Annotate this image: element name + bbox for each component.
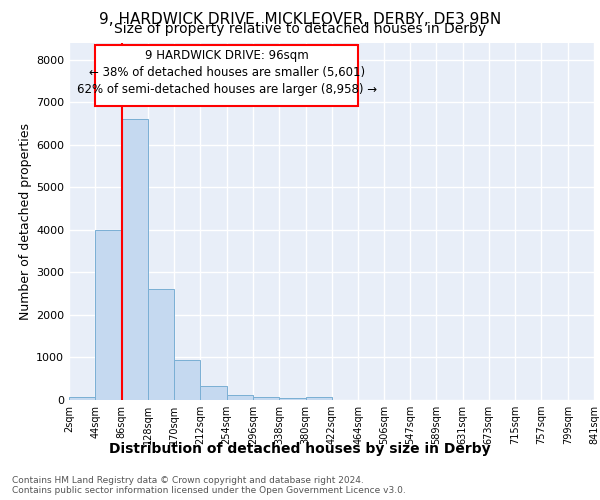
Bar — [69, 396, 95, 400]
Bar — [200, 386, 227, 400]
Text: Contains HM Land Registry data © Crown copyright and database right 2024.: Contains HM Land Registry data © Crown c… — [12, 476, 364, 485]
Text: Distribution of detached houses by size in Derby: Distribution of detached houses by size … — [109, 442, 491, 456]
Text: 9 HARDWICK DRIVE: 96sqm: 9 HARDWICK DRIVE: 96sqm — [145, 49, 308, 62]
Bar — [305, 396, 332, 400]
Bar — [148, 290, 174, 400]
Text: Contains public sector information licensed under the Open Government Licence v3: Contains public sector information licen… — [12, 486, 406, 495]
Bar — [253, 396, 279, 400]
Bar — [95, 230, 122, 400]
Bar — [174, 360, 200, 400]
Text: Size of property relative to detached houses in Derby: Size of property relative to detached ho… — [114, 22, 486, 36]
Text: 62% of semi-detached houses are larger (8,958) →: 62% of semi-detached houses are larger (… — [77, 83, 377, 96]
Y-axis label: Number of detached properties: Number of detached properties — [19, 122, 32, 320]
Bar — [279, 398, 305, 400]
Bar — [227, 395, 253, 400]
Bar — [122, 119, 148, 400]
Text: 9, HARDWICK DRIVE, MICKLEOVER, DERBY, DE3 9BN: 9, HARDWICK DRIVE, MICKLEOVER, DERBY, DE… — [99, 12, 501, 28]
Text: ← 38% of detached houses are smaller (5,601): ← 38% of detached houses are smaller (5,… — [89, 66, 365, 79]
FancyBboxPatch shape — [95, 44, 358, 106]
